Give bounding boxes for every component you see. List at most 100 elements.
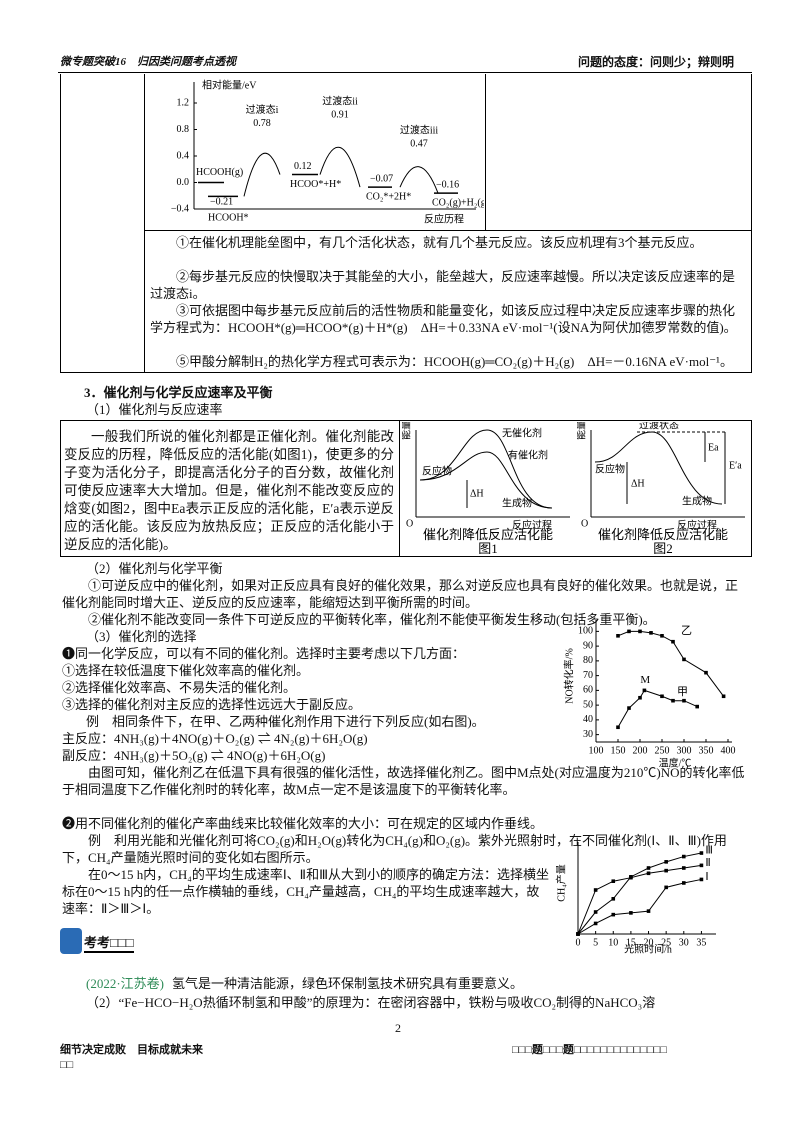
point [616, 725, 620, 730]
point [642, 688, 647, 693]
x-tick-label: 100 [589, 745, 604, 756]
curve-label: 无催化剂 [502, 426, 542, 439]
state-label: 过渡态i [246, 103, 279, 116]
series-line [577, 878, 702, 935]
paragraph: ①可逆反应中的催化剂，如果对正反应具有良好的催化效果，那么对逆反应也具有良好的催… [62, 578, 739, 610]
equation: 主反应：4NH₃(g)＋4NO(g)＋O₂(g) ⇌ 4N₂(g)＋6H₂O(g… [62, 731, 368, 746]
paragraph: 例 利用光能和光催化剂可将CO₂(g)和H₂O(g)转化为CH₄(g)和O₂(g… [62, 833, 727, 865]
x-tick-label: 10 [608, 937, 618, 948]
point [671, 698, 675, 703]
point [699, 851, 704, 855]
subheading: （3）催化剂的选择 [86, 629, 197, 644]
x-tick-label: 200 [633, 745, 648, 756]
paragraph: ❷用不同催化剂的催化产率曲线来比较催化效率的大小：可在规定的区域内作垂线。 [62, 816, 544, 831]
caption-number: 图2 [653, 541, 673, 554]
x-tick-label: 0 [576, 937, 581, 948]
axis-title: 能量 [577, 422, 587, 440]
series-label: Ⅰ [705, 871, 708, 883]
paragraph: 由图可知，催化剂乙在低温下具有很强的催化活性，故选择催化剂乙。图中M点处(对应温… [62, 765, 745, 797]
value-label: 0.78 [253, 118, 271, 129]
paragraph: 在0～15 h内，CH₄的平均生成速率Ⅰ、Ⅱ和Ⅲ从大到小的顺序的确定方法：选择横… [62, 867, 550, 916]
axis-title: NO转化率/% [562, 648, 575, 704]
point [611, 912, 616, 917]
figure-1: 能量 无催化剂 有催化剂 反应物 ΔH 生成物 O 反应过程 催化剂降低反应活化… [402, 422, 570, 554]
caption-number: 图1 [478, 541, 498, 554]
page-number: 2 [395, 1021, 401, 1035]
analysis-text: ①在催化机理能垒图中，有几个活化状态，就有几个基元反应。该反应机理有3个基元反应… [176, 235, 703, 250]
table-row [144, 230, 751, 231]
annotation: M [640, 674, 650, 686]
paragraph: ❶同一化学反应，可以有不同的催化剂。选择时主要考虑以下几方面： [62, 646, 466, 661]
state-label: HCOOH* [208, 213, 249, 224]
axis-title: 温度/℃ [659, 756, 692, 769]
point [664, 868, 668, 873]
footer-left: □□ [60, 1059, 74, 1071]
label: O [406, 518, 413, 529]
point [627, 706, 631, 710]
table-col [144, 74, 145, 373]
point [664, 885, 668, 890]
point [649, 631, 653, 635]
point [627, 629, 631, 634]
paragraph: ②催化剂不能改变同一条件下可逆反应的平衡转化率，催化剂不能使平衡发生移动(包括多… [88, 612, 656, 627]
y-tick-label: 0.0 [177, 177, 190, 188]
label: 反应物 [595, 462, 625, 475]
point [704, 670, 708, 675]
section-heading: 3．催化剂与化学反应速率及平衡 [84, 385, 273, 400]
curve [419, 429, 553, 509]
state-label: CO₂*+2H* [366, 191, 411, 202]
point [660, 634, 664, 638]
point [646, 871, 651, 876]
point [660, 694, 664, 699]
x-tick-label: 400 [721, 745, 736, 756]
series-label: Ⅲ [705, 845, 713, 857]
label: 过渡状态 [639, 422, 679, 431]
state-label: 过渡态iii [400, 124, 439, 137]
point [646, 909, 651, 913]
label: O [581, 518, 588, 529]
header-rule [58, 72, 752, 73]
y-tick-label: 90 [583, 640, 593, 651]
footer-right: □□□题□□□题□□□□□□□□□□□□□□ [512, 1044, 667, 1056]
x-tick-label: 15 [626, 937, 636, 948]
paragraph: ②选择催化效率高、不易失活的催化剂。 [62, 680, 297, 695]
energy-level [399, 166, 439, 194]
badge: 考考□□□ [84, 934, 134, 953]
paragraph: ①选择在较低温度下催化效率高的催化剂。 [62, 663, 310, 678]
point [638, 695, 642, 700]
point [576, 932, 580, 936]
point [593, 910, 598, 914]
x-tick-label: 350 [699, 745, 714, 756]
state-label: CO₂(g)+H₂(g) [432, 197, 484, 208]
analysis-text: ⑤甲酸分解制H₂的热化学方程式可表示为：HCOOH(g)═CO₂(g)＋H₂(g… [176, 354, 733, 369]
series-line [577, 852, 702, 935]
series-label: Ⅱ [705, 857, 710, 869]
caption: 催化剂降低反应活化能 [423, 527, 553, 542]
y-tick-label: 40 [583, 714, 593, 725]
subheading: （1）催化剂与反应速率 [86, 402, 223, 417]
header-right: 问题的态度：问则少；辩则明 [577, 55, 734, 69]
x-tick-label: 30 [679, 937, 689, 948]
x-tick-label: 5 [593, 937, 598, 948]
source: (2022·江苏卷) [86, 976, 164, 991]
y-tick-label: 0.8 [177, 124, 190, 135]
curve-label: 有催化剂 [508, 448, 548, 461]
energy-level [319, 146, 361, 188]
energy-level [243, 152, 281, 197]
table-frame [60, 74, 752, 373]
axis-title: 反应过程 [677, 518, 717, 531]
point [681, 881, 686, 885]
point [646, 866, 651, 870]
y-tick-label: −0.4 [171, 203, 189, 214]
y-tick-label: 50 [583, 699, 593, 710]
box-col [399, 420, 400, 556]
state-label: 过渡态ii [322, 95, 358, 108]
point [682, 698, 686, 703]
point [699, 863, 704, 868]
badge-icon [60, 928, 82, 954]
x-tick-label: 150 [611, 745, 626, 756]
y-tick-label: 80 [583, 655, 593, 666]
axis-title: CH₄产量 [554, 864, 567, 901]
